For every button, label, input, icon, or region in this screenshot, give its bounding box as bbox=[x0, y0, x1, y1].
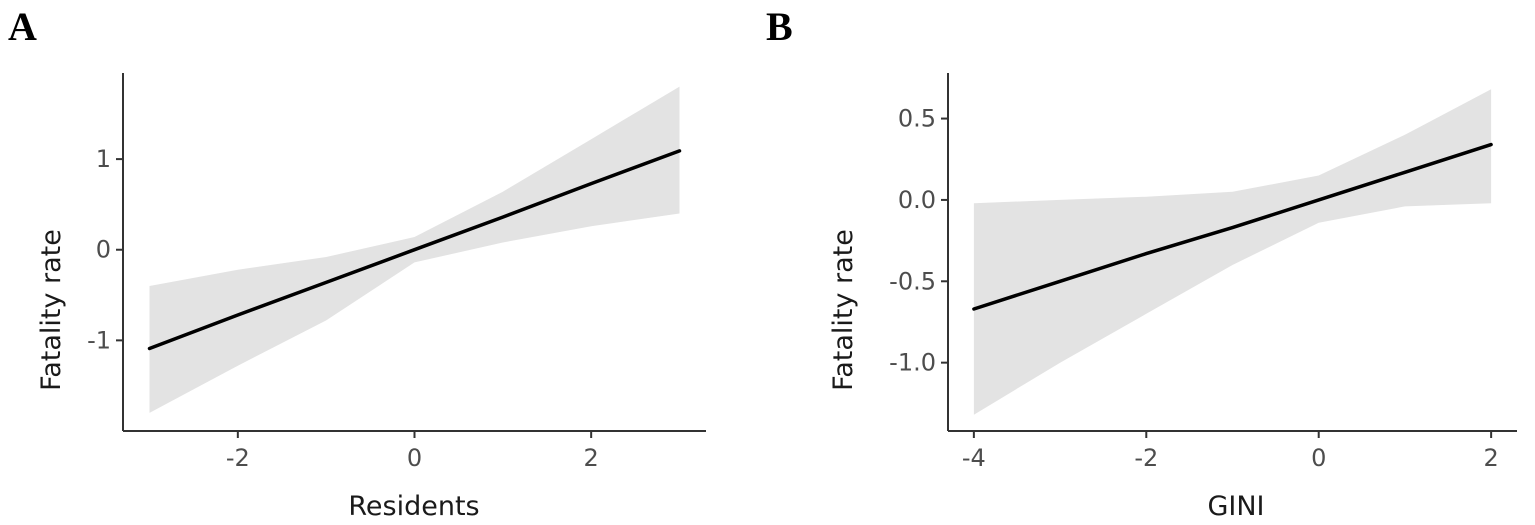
panel-a-fit-line bbox=[147, 149, 682, 351]
panel-b-label: B bbox=[766, 4, 793, 49]
panel-a-x-axis-title: Residents bbox=[348, 491, 479, 522]
panel-b-x-tick-label: -4 bbox=[962, 444, 986, 472]
panel-a-y-tick-label: 0 bbox=[96, 236, 111, 264]
panel-b-y-axis-title: Fatality rate bbox=[828, 229, 859, 391]
panel-b-x-tick-label: -2 bbox=[1134, 444, 1158, 472]
panel-b-y-tick-label: 0.0 bbox=[898, 186, 936, 214]
panel-a-x-tick-label: 2 bbox=[584, 444, 599, 472]
panel-a-label: A bbox=[8, 4, 37, 49]
panel-a-y-tick-label: -1 bbox=[87, 326, 111, 354]
panel-b-x-tick-label: 2 bbox=[1483, 444, 1498, 472]
panel-b: B -4 -2 0 2 -1.0 -0.5 0.0 0.5 GINI Fatality rat… bbox=[766, 4, 1517, 522]
panel-b-x-tick-label: 0 bbox=[1311, 444, 1326, 472]
panel-b-x-axis-title: GINI bbox=[1207, 491, 1264, 522]
panel-b-y-tick-label: -0.5 bbox=[889, 267, 936, 295]
panel-a-x-tick-label: 0 bbox=[407, 444, 422, 472]
panel-a-x-tick-label: -2 bbox=[226, 444, 250, 472]
panel-b-y-tick-label: 0.5 bbox=[898, 105, 936, 133]
panel-b-fit-line bbox=[972, 142, 1493, 311]
panel-a-y-tick-label: 1 bbox=[96, 145, 111, 173]
panel-b-y-tick-label: -1.0 bbox=[889, 349, 936, 377]
panel-a-y-axis-title: Fatality rate bbox=[36, 229, 67, 391]
panel-b-confidence-band bbox=[973, 89, 1492, 415]
panel-a: A -2 0 2 -1 0 1 Residents Fatality rate bbox=[8, 4, 706, 522]
